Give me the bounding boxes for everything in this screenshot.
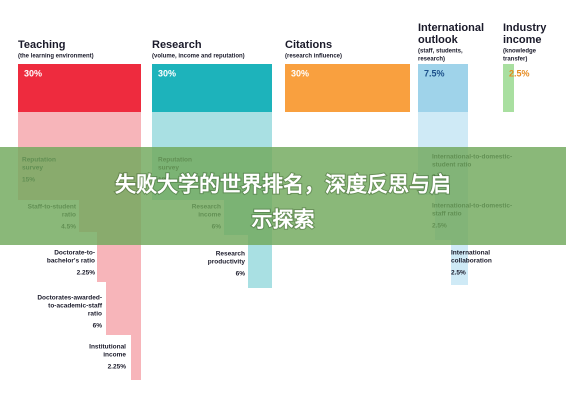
item-weight: 6% — [93, 323, 103, 330]
column-heading: International — [418, 22, 484, 34]
column-heading: income — [503, 34, 542, 46]
item-label: collaboration — [451, 258, 492, 265]
item-label: ratio — [88, 311, 102, 318]
column-heading: outlook — [418, 34, 459, 46]
column-heading: Industry — [503, 22, 547, 34]
column-weight: 30% — [158, 68, 176, 78]
item-weight: 6% — [236, 271, 246, 278]
column-subtitle: (volume, income and reputation) — [152, 54, 245, 60]
item-label: Doctorate-to- — [54, 250, 95, 257]
column-subtitle: research) — [418, 57, 445, 63]
weight-bar — [18, 64, 141, 112]
item-label: income — [103, 352, 126, 359]
item-label: Institutional — [89, 344, 126, 351]
column-weight: 7.5% — [424, 68, 445, 78]
item-weight: 2.25% — [108, 364, 127, 371]
column-weight: 30% — [291, 68, 309, 78]
weight-bar — [285, 64, 410, 112]
column-subtitle: (the learning environment) — [18, 54, 94, 60]
column-weight: 2.5% — [509, 68, 530, 78]
column-heading: Research — [152, 39, 202, 51]
sub-bar — [131, 112, 141, 380]
banner — [0, 147, 566, 245]
item-label: productivity — [208, 259, 246, 266]
column-subtitle: transfer) — [503, 57, 527, 63]
item-label: Research — [216, 251, 245, 258]
item-label: Doctorates-awarded- — [37, 295, 102, 302]
item-label: to-academic-staff — [48, 303, 103, 310]
column-subtitle: (knowledge — [503, 49, 537, 55]
weight-bar — [418, 64, 468, 112]
item-weight: 2.5% — [451, 270, 466, 277]
item-label: bachelor's ratio — [47, 258, 95, 265]
banner-title: 示探索 — [252, 209, 315, 232]
column-heading: Citations — [285, 39, 332, 51]
item-label: International — [451, 250, 490, 257]
item-weight: 2.25% — [77, 270, 96, 277]
column-subtitle: (research influence) — [285, 54, 342, 60]
banner-title: 失败大学的世界排名，深度反思与启 — [115, 173, 451, 197]
weight-bar — [503, 64, 514, 112]
column-heading: Teaching — [18, 39, 65, 51]
column-subtitle: (staff, students, — [418, 49, 463, 55]
weight-bar — [152, 64, 272, 112]
column-weight: 30% — [24, 68, 42, 78]
